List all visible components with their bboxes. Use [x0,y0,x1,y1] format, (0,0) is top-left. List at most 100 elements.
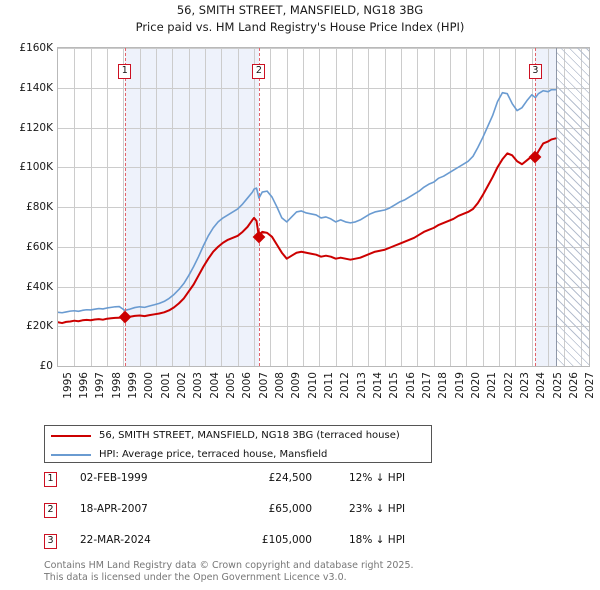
sale-date-2: 18-APR-2007 [80,503,148,515]
x-axis-tick-label: 2000 [143,372,156,399]
event-line-2 [258,48,260,366]
gridline [450,48,452,366]
sale-badge-3: 3 [44,534,57,549]
table-row[interactable]: 1 02-FEB-1999 £24,500 12% ↓ HPI [44,472,494,503]
attribution-footer: Contains HM Land Registry data © Crown c… [44,560,414,583]
gridline [270,48,272,366]
table-row[interactable]: 2 18-APR-2007 £65,000 23% ↓ HPI [44,503,494,534]
y-axis-tick-label: £120K [19,121,53,134]
gridline [401,48,403,366]
x-axis-tick-label: 2026 [567,372,580,399]
x-axis-tick-label: 2023 [518,372,531,399]
x-axis-tick-label: 2020 [469,372,482,399]
gridline [286,48,288,366]
sale-date-1: 02-FEB-1999 [80,472,148,484]
footer-line-2: This data is licensed under the Open Gov… [44,571,347,583]
x-axis-tick-label: 2002 [175,372,188,399]
x-axis-tick-label: 2015 [388,372,401,399]
x-axis-tick-label: 1996 [77,372,90,399]
sale-badge-2: 2 [44,503,57,518]
x-axis-tick-label: 2012 [339,372,352,399]
x-axis-tick-label: 1997 [94,372,107,399]
y-axis-tick-label: £40K [26,280,53,293]
x-axis-tick-label: 2022 [502,372,515,399]
x-axis-tick-label: 1998 [110,372,123,399]
sale-date-3: 22-MAR-2024 [80,534,151,546]
gridline [352,48,354,366]
gridline [548,48,550,366]
gridline [172,48,174,366]
x-axis-tick-label: 2018 [437,372,450,399]
x-axis-tick-label: 2009 [290,372,303,399]
plot-area: 1 2 3 [57,47,590,367]
table-row[interactable]: 3 22-MAR-2024 £105,000 18% ↓ HPI [44,534,494,565]
x-axis-tick-label: 2025 [551,372,564,399]
hpi-average-line [58,88,557,314]
gridline [58,246,589,248]
sales-history-table: 1 02-FEB-1999 £24,500 12% ↓ HPI 2 18-APR… [44,472,494,565]
y-axis-tick-label: £0 [39,360,53,372]
gridline [499,48,501,366]
gridline [303,48,305,366]
page-subtitle: Price paid vs. HM Land Registry's House … [135,20,465,34]
x-axis-tick-label: 2003 [192,372,205,399]
gridline [515,48,517,366]
y-axis-tick-label: £140K [19,81,53,94]
gridline [384,48,386,366]
x-axis-tick-label: 2021 [486,372,499,399]
x-axis-tick-label: 2017 [420,372,433,399]
x-axis-tick-label: 2011 [322,372,335,399]
y-axis-tick-label: £20K [26,320,53,333]
sale-price-1: £24,500 [268,472,312,484]
title-block: 56, SMITH STREET, MANSFIELD, NG18 3BG Pr… [0,2,600,36]
gridline [156,48,158,366]
gridline [58,127,589,129]
series-lines [58,88,557,325]
y-axis-tick-label: £60K [26,240,53,253]
gridline [58,286,589,288]
x-axis-tick-label: 2019 [453,372,466,399]
event-line-3 [535,48,537,366]
callout-badge-3[interactable]: 3 [528,64,542,79]
x-axis-tick-label: 2008 [273,372,286,399]
gridline [74,48,76,366]
sale-delta-3: 18% ↓ HPI [349,534,406,546]
hatch-overlay [555,48,589,366]
gridline [188,48,190,366]
gridline [221,48,223,366]
gridline [482,48,484,366]
gridline [319,48,321,366]
gridline [107,48,108,366]
x-axis-tick-label: 2007 [257,372,270,399]
chart-container: £0 £20K £40K £60K £80K £100K £120K £140K £160K 1… [0,40,600,399]
x-axis-tick-label: 2001 [159,372,172,399]
sale-price-2: £65,000 [268,503,312,515]
gridline [433,48,435,366]
gridline [466,48,468,366]
x-axis-tick-label: 2004 [208,372,221,399]
gridline [123,48,125,366]
property-price-line [58,137,557,325]
gridline [531,48,533,366]
x-axis-ticks: 1995 1996 1997 1998 1999 2000 2001 2002 2003 2004… [57,370,597,418]
x-axis-tick-label: 2024 [535,372,548,399]
gridline [237,48,239,366]
x-axis-tick-label: 2005 [224,372,237,399]
sale-price-3: £105,000 [261,534,312,546]
gridline [58,207,589,208]
gridline [58,48,589,49]
sale-badge-1: 1 [44,472,57,487]
callout-badge-2[interactable]: 2 [252,64,266,79]
callout-badge-1[interactable]: 1 [118,64,132,79]
y-axis-ticks: £0 £20K £40K £60K £80K £100K £120K £140K £160K [0,42,57,372]
x-axis-tick-label: 2014 [371,372,384,399]
x-axis-tick-label: 2016 [404,372,417,399]
gridline [417,48,419,366]
gridline [335,48,337,366]
x-axis-tick-label: 1999 [126,372,139,399]
x-axis-tick-label: 2010 [306,372,319,399]
x-axis-tick-label: 2027 [584,372,597,399]
y-axis-tick-label: £100K [19,161,53,174]
sale-delta-2: 23% ↓ HPI [349,503,406,515]
legend-label-hpi: HPI: Average price, terraced house, Mans… [99,449,328,460]
